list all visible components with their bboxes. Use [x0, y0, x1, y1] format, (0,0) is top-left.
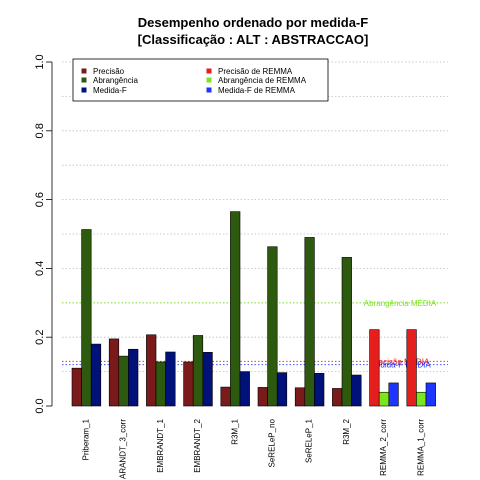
bar-serelep-1-precisao — [294, 387, 306, 407]
bars-group — [71, 211, 436, 407]
bar-remma-1-corr-abrangencia-de-remma — [416, 391, 427, 407]
x-category-labels: Priberam_1 ARANDT_3_corr EMBRANDT_1 EMBRAND… — [82, 418, 426, 479]
legend-swatch-precisao-de-remma — [206, 68, 212, 74]
legend-swatch-abrangencia — [81, 77, 87, 83]
bar-arandt-3-corr-medida-f — [128, 348, 139, 407]
legend-swatch-precisao — [81, 68, 87, 74]
bar-serelep-1-medida-f — [314, 373, 325, 407]
chart-title: Desempenho ordenado por medida-F — [138, 15, 368, 30]
bar-serelep-no-medida-f — [276, 372, 288, 407]
reference-label-medida-f-media: Medida-F MÉDIA — [369, 361, 431, 370]
category-label-arandt-3-corr: ARANDT_3_corr — [119, 419, 128, 479]
bar-embrandt-1-precisao — [146, 334, 157, 407]
bar-priberam-1-abrangencia — [81, 229, 92, 407]
bar-embrandt-2-medida-f — [202, 352, 213, 407]
reference-label-abrangencia-media: Abrangência MÉDIA — [364, 299, 437, 308]
category-label-r3m-1: R3M_1 — [230, 418, 239, 444]
bar-r3m-2-medida-f — [351, 374, 362, 407]
category-label-embrandt-2: EMBRANDT_2 — [193, 418, 202, 472]
bar-remma-1-corr-medida-f-de-remma — [425, 382, 436, 407]
legend-label-precisao: Precisão — [93, 67, 125, 76]
bar-priberam-1-precisao — [71, 367, 82, 407]
bar-remma-2-corr-abrangencia-de-remma — [378, 391, 390, 407]
bar-serelep-no-abrangencia — [267, 246, 278, 407]
bar-priberam-1-medida-f — [90, 343, 102, 407]
bar-arandt-3-corr-abrangencia — [118, 355, 129, 407]
legend-label-medida-f: Medida-F — [93, 86, 127, 95]
bar-remma-2-corr-precisao-de-remma — [369, 329, 380, 407]
grid-lines — [62, 61, 448, 373]
bar-remma-1-corr-precisao-de-remma — [406, 329, 417, 407]
category-label-remma-1-corr: REMMA_1_corr — [416, 419, 425, 476]
bar-r3m-2-precisao — [332, 388, 343, 407]
legend-box — [72, 58, 329, 102]
y-tick-label: 0.2 — [34, 330, 46, 345]
legend-swatch-abrangencia-de-remma — [206, 77, 212, 83]
y-tick-label: 1.0 — [34, 54, 46, 69]
bar-arandt-3-corr-precisao — [108, 338, 120, 407]
bar-r3m-1-abrangencia — [230, 211, 241, 407]
category-label-r3m-2: R3M_2 — [342, 418, 351, 444]
y-tick-label: 0.8 — [34, 123, 46, 138]
bar-serelep-1-abrangencia — [304, 237, 315, 407]
category-label-embrandt-1: EMBRANDT_1 — [156, 418, 165, 472]
bar-serelep-no-precisao — [257, 387, 268, 407]
category-label-serelep-1: SeRELeP_1 — [305, 418, 314, 463]
chart-subtitle: [Classificação : ALT : ABSTRACCAO] — [138, 32, 369, 47]
y-axis: 0.0 0.2 0.4 0.6 0.8 1.0 — [34, 54, 53, 414]
reference-label-precisao-media: Precisão MÉDIA — [371, 357, 430, 366]
category-label-serelep-no: SeRELeP_no — [268, 418, 277, 467]
category-label-remma-2-corr: REMMA_2_corr — [379, 419, 388, 476]
bar-embrandt-1-medida-f — [165, 351, 176, 407]
y-tick-label: 0.4 — [34, 261, 46, 276]
legend-label-medida-f-de-remma: Medida-F de REMMA — [218, 86, 296, 95]
legend-label-precisao-de-remma: Precisão de REMMA — [218, 67, 293, 76]
y-tick-label: 0.0 — [34, 398, 46, 413]
bar-embrandt-2-precisao — [183, 361, 194, 407]
category-label-priberam-1: Priberam_1 — [82, 418, 91, 460]
y-tick-label: 0.6 — [34, 192, 46, 207]
bar-embrandt-1-abrangencia — [155, 361, 166, 407]
legend-label-abrangencia: Abrangência — [93, 76, 138, 85]
bar-embrandt-2-abrangencia — [192, 335, 204, 407]
legend-swatch-medida-f-de-remma — [206, 87, 212, 93]
bar-r3m-1-precisao — [220, 386, 231, 407]
bar-r3m-2-abrangencia — [341, 257, 352, 407]
legend-label-abrangencia-de-remma: Abrangência de REMMA — [218, 76, 307, 85]
legend-swatch-medida-f — [81, 87, 87, 93]
bar-remma-2-corr-medida-f-de-remma — [388, 382, 399, 407]
bar-r3m-1-medida-f — [239, 371, 250, 407]
